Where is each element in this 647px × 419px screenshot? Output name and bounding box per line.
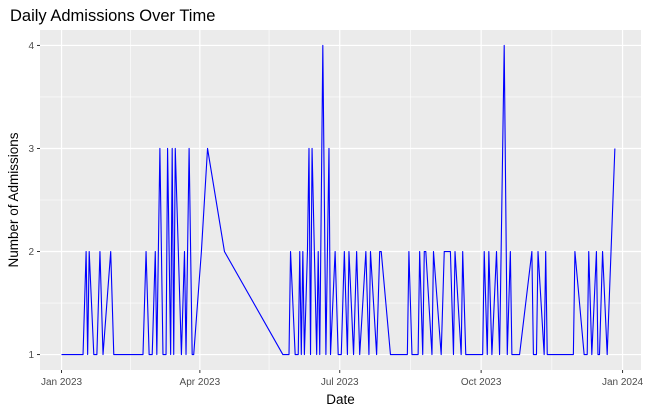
x-tick-label: Oct 2023 [461, 377, 502, 388]
x-axis: Jan 2023 Apr 2023 Jul 2023 Oct 2023 Jan 2024 [41, 370, 644, 388]
minor-gridlines [40, 30, 641, 370]
chart-title: Daily Admissions Over Time [10, 7, 215, 25]
x-tick-label: Apr 2023 [180, 377, 221, 388]
major-gridlines [40, 30, 641, 370]
y-tick-label: 2 [28, 247, 34, 258]
admissions-line [61, 44, 616, 356]
x-axis-label: Date [326, 392, 355, 407]
y-tick-label: 4 [28, 41, 34, 52]
x-tick-label: Jan 2024 [602, 377, 644, 388]
y-tick-label: 3 [28, 144, 34, 155]
y-tick-label: 1 [28, 350, 34, 361]
y-axis-label: Number of Admissions [6, 132, 21, 267]
y-axis: 1 2 3 4 [28, 41, 40, 361]
x-tick-label: Jul 2023 [321, 377, 359, 388]
x-tick-label: Jan 2023 [41, 377, 83, 388]
